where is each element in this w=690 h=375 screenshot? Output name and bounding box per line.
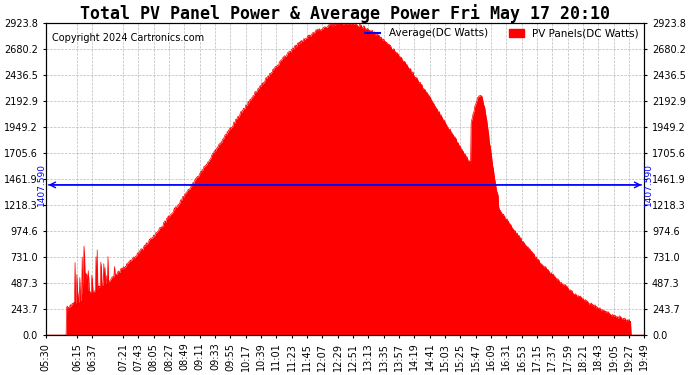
Text: Copyright 2024 Cartronics.com: Copyright 2024 Cartronics.com xyxy=(52,33,204,42)
Text: 1407.590: 1407.590 xyxy=(37,164,46,206)
Text: 1407.590: 1407.590 xyxy=(644,164,653,206)
Legend: Average(DC Watts), PV Panels(DC Watts): Average(DC Watts), PV Panels(DC Watts) xyxy=(360,24,643,42)
Title: Total PV Panel Power & Average Power Fri May 17 20:10: Total PV Panel Power & Average Power Fri… xyxy=(80,4,610,23)
